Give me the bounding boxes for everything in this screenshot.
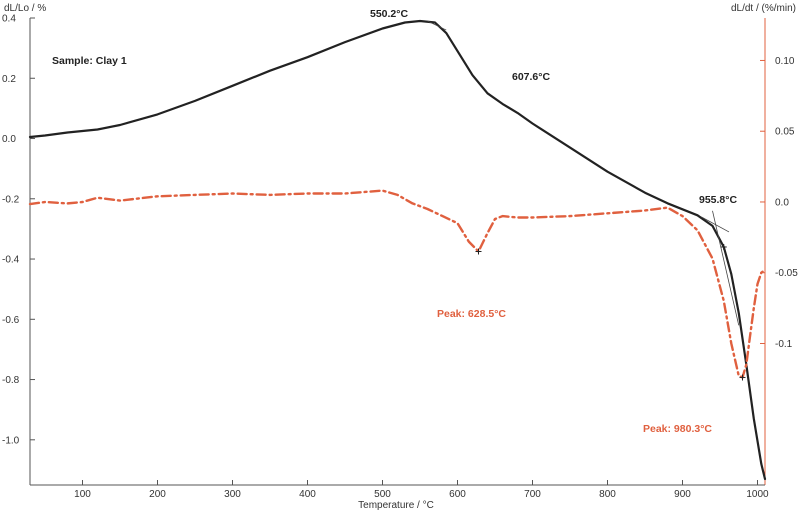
right-tick-label: 0.10: [775, 56, 795, 67]
x-tick-label: 300: [224, 489, 241, 500]
annotation-607: 607.6°C: [512, 71, 550, 83]
annotation-peak-628: Peak: 628.5°C: [437, 308, 506, 320]
x-tick-label: 500: [374, 489, 391, 500]
left-tick-label: -1.0: [2, 435, 20, 446]
x-tick-label: 600: [449, 489, 466, 500]
annotation-550: 550.2°C: [370, 8, 408, 20]
x-tick-label: 700: [524, 489, 541, 500]
left-tick-label: -0.4: [2, 255, 20, 266]
tangent-line-550: [427, 20, 447, 31]
x-tick-label: 800: [599, 489, 616, 500]
tangent-line-955: [712, 210, 740, 326]
annotation-955: 955.8°C: [699, 194, 737, 206]
right-tick-label: 0.0: [775, 197, 789, 208]
left-tick-label: -0.6: [2, 315, 20, 326]
series-line-dl-lo: [28, 19, 767, 481]
right-tick-label: -0.1: [775, 339, 793, 350]
x-axis-title: Temperature / °C: [358, 500, 434, 511]
x-tick-label: 200: [149, 489, 166, 500]
x-tick-label: 400: [299, 489, 316, 500]
sample-label: Sample: Clay 1: [52, 55, 127, 67]
annotation-peak-980: Peak: 980.3°C: [643, 423, 712, 435]
series-lines: [28, 19, 767, 481]
right-tick-label: 0.05: [775, 127, 795, 138]
x-tick-label: 1000: [746, 489, 769, 500]
left-axis-ticks: 0.4 0.2 0.0 -0.2 -0.4 -0.6 -0.8 -1.0: [2, 14, 35, 446]
left-axis-title: dL/Lo / %: [4, 3, 46, 14]
baseline-line-955: [701, 216, 730, 233]
left-tick-label: -0.8: [2, 375, 20, 386]
left-tick-label: 0.0: [2, 134, 16, 145]
left-tick-label: 0.2: [2, 74, 16, 85]
left-tick-label: -0.2: [2, 194, 20, 205]
x-tick-label: 900: [674, 489, 691, 500]
left-tick-label: 0.4: [2, 14, 16, 25]
right-axis-title: dL/dt / (%/min): [731, 3, 796, 14]
x-tick-label: 100: [74, 489, 91, 500]
x-axis-ticks: 100 200 300 400 500 600 700 800 900 1000: [74, 480, 769, 500]
right-tick-label: -0.05: [775, 268, 798, 279]
plot-frame: [29, 18, 766, 486]
right-axis-ticks: 0.10 0.05 0.0 -0.05 -0.1: [760, 56, 798, 350]
tangent-guides: [427, 20, 746, 381]
series-line-dl-dt: [28, 189, 767, 379]
